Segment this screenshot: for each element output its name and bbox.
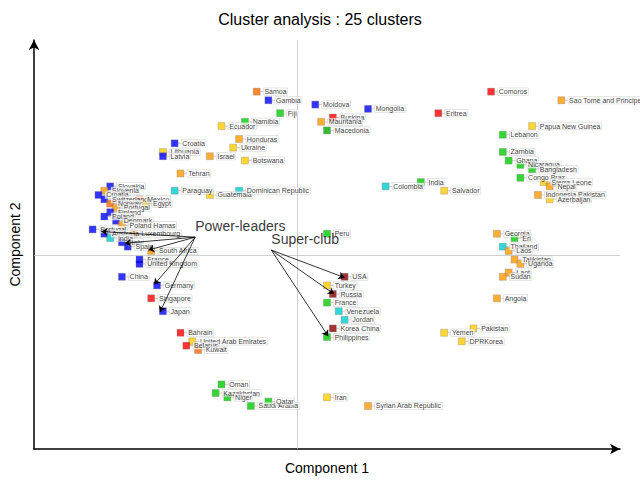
svg-text:Ecuador: Ecuador [229, 123, 256, 130]
svg-text:Honduras: Honduras [247, 136, 278, 143]
svg-text:Nepal: Nepal [557, 183, 576, 191]
svg-text:Saudi Arabia: Saudi Arabia [258, 402, 299, 410]
svg-text:Spain: Spain [135, 243, 154, 251]
svg-text:Botswana: Botswana [253, 157, 284, 164]
svg-text:Kazakhstan: Kazakhstan [223, 389, 260, 397]
svg-text:Papua New Guinea: Papua New Guinea [540, 123, 601, 131]
svg-text:India: India [117, 234, 134, 242]
svg-text:Lebanon: Lebanon [511, 131, 538, 138]
svg-text:Azerbaijan: Azerbaijan [557, 196, 590, 204]
svg-text:Yemen: Yemen [452, 329, 474, 336]
svg-text:Laos: Laos [516, 247, 532, 254]
svg-text:Luxembourg: Luxembourg [141, 230, 181, 238]
svg-text:Component 2: Component 2 [7, 202, 23, 286]
svg-text:United Arab Emirates: United Arab Emirates [199, 337, 267, 345]
svg-text:Gambia: Gambia [276, 97, 301, 104]
svg-text:Australia: Australia [112, 230, 140, 238]
svg-text:Zambia: Zambia [511, 148, 534, 155]
svg-text:India: India [428, 179, 443, 186]
svg-text:Super-club: Super-club [271, 231, 339, 247]
svg-text:Korea China: Korea China [341, 325, 380, 332]
svg-text:Power-leaders: Power-leaders [195, 218, 286, 235]
svg-text:Singapore: Singapore [159, 295, 191, 303]
svg-text:Niger: Niger [235, 394, 252, 402]
svg-text:Indonesia Pakistan: Indonesia Pakistan [545, 191, 605, 199]
svg-text:Cluster analysis : 25 clusters: Cluster analysis : 25 clusters [218, 11, 422, 28]
svg-text:Qatar: Qatar [276, 398, 294, 406]
svg-text:Moldova: Moldova [323, 101, 350, 108]
svg-text:Pakistan: Pakistan [481, 325, 508, 332]
svg-text:Sudan: Sudan [511, 273, 531, 280]
svg-text:DPRKorea: DPRKorea [469, 338, 503, 345]
svg-text:Kuwait: Kuwait [206, 346, 227, 353]
svg-text:Iran: Iran [335, 394, 347, 401]
svg-text:Namibia: Namibia [252, 118, 279, 126]
svg-text:Egypt: Egypt [153, 200, 171, 208]
svg-text:Guatemala: Guatemala [217, 191, 252, 199]
svg-text:Croatia: Croatia [182, 140, 205, 147]
svg-text:Dominican Republic: Dominican Republic [247, 187, 310, 195]
svg-text:Sao Tome and Principe: Sao Tome and Principe [569, 97, 640, 105]
svg-text:Mauritania: Mauritania [329, 118, 362, 125]
svg-text:Bahrain: Bahrain [188, 329, 212, 336]
svg-text:Israel: Israel [218, 153, 236, 160]
svg-text:Georgia: Georgia [504, 230, 530, 238]
svg-text:Syrian Arab Republic: Syrian Arab Republic [376, 402, 442, 410]
svg-text:USA: USA [352, 273, 367, 280]
svg-text:Tehran: Tehran [188, 170, 210, 177]
svg-text:Component 1: Component 1 [285, 460, 369, 476]
svg-text:United Kingdom: United Kingdom [147, 260, 197, 268]
svg-text:Poland Hamas: Poland Hamas [130, 222, 176, 229]
svg-text:Colombia: Colombia [393, 183, 423, 190]
svg-text:Thailand: Thailand [510, 243, 538, 251]
svg-text:China: China [130, 273, 148, 280]
svg-text:Ghana: Ghana [516, 157, 538, 164]
svg-text:Germany: Germany [165, 282, 194, 290]
svg-text:Salvador: Salvador [452, 187, 480, 194]
svg-text:Eri: Eri [522, 235, 531, 242]
svg-text:Venezuela: Venezuela [346, 308, 379, 315]
svg-text:Peru: Peru [334, 230, 350, 238]
svg-text:France: France [335, 299, 357, 306]
svg-text:Bangladesh: Bangladesh [540, 166, 577, 174]
svg-text:Eritrea: Eritrea [446, 110, 467, 117]
svg-text:Russia: Russia [341, 291, 363, 298]
svg-text:Congo Braz: Congo Braz [528, 174, 565, 182]
svg-text:Oman: Oman [229, 381, 248, 388]
svg-text:South Africa: South Africa [159, 247, 197, 254]
svg-text:Samoa: Samoa [264, 88, 286, 95]
svg-text:Philippines: Philippines [335, 334, 369, 342]
svg-text:Fiji: Fiji [288, 110, 297, 118]
svg-text:Latvia: Latvia [171, 153, 190, 160]
svg-text:Macedonia: Macedonia [335, 127, 369, 134]
svg-text:Turkey: Turkey [335, 282, 357, 290]
svg-text:Angola: Angola [505, 295, 527, 303]
svg-text:Ukraine: Ukraine [241, 144, 265, 151]
svg-text:Comoros: Comoros [499, 88, 528, 95]
svg-text:Paraguay: Paraguay [182, 187, 212, 195]
svg-text:Jordan: Jordan [352, 316, 374, 323]
svg-text:Japan: Japan [171, 308, 190, 316]
svg-text:Uganda: Uganda [528, 260, 553, 268]
svg-text:Mongolia: Mongolia [376, 105, 405, 113]
